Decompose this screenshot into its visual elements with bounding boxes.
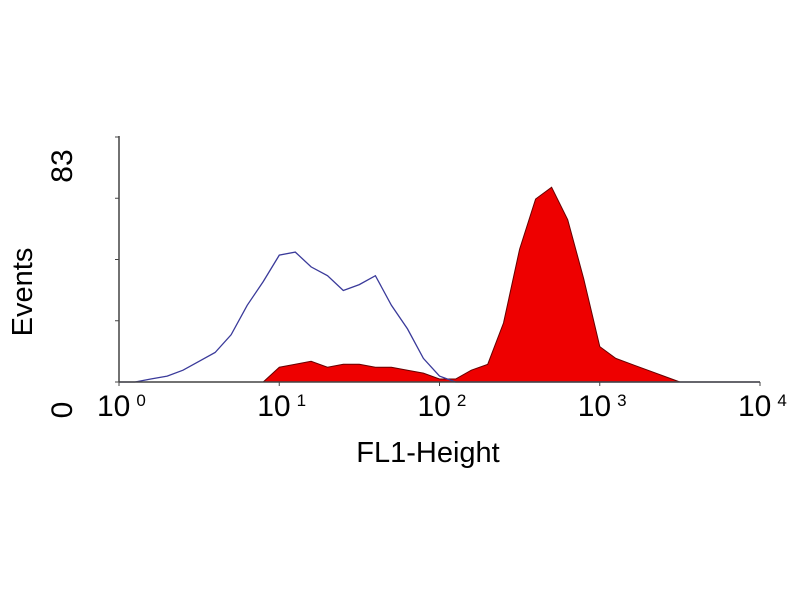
plot-area bbox=[119, 186, 760, 383]
x-tick-label: 10 1 bbox=[257, 390, 306, 423]
outline-histogram-series bbox=[119, 251, 760, 383]
y-axis-label: Events bbox=[7, 248, 39, 337]
y-tick-label-83: 83 bbox=[46, 149, 79, 182]
x-tick-label: 10 2 bbox=[418, 390, 467, 423]
y-tick-label-0: 0 bbox=[46, 402, 79, 419]
x-tick-label: 10 0 bbox=[97, 390, 146, 423]
x-tick-labels: 10 0 10 1 10 2 10 3 10 4 bbox=[97, 382, 787, 423]
x-tick-label: 10 3 bbox=[578, 390, 627, 423]
x-tick-label: 10 4 bbox=[738, 390, 787, 423]
x-axis-label: FL1-Height bbox=[356, 437, 499, 469]
y-tick-marks bbox=[115, 136, 119, 383]
